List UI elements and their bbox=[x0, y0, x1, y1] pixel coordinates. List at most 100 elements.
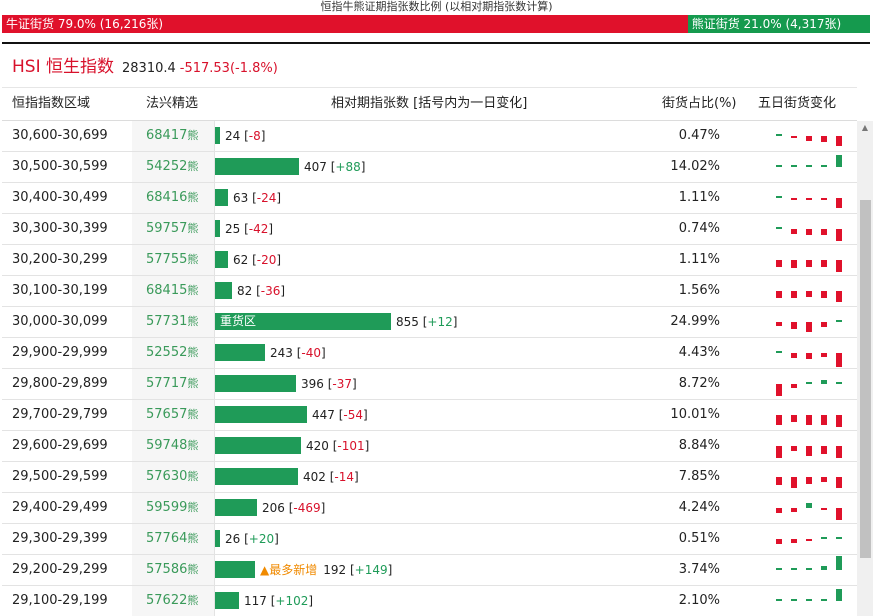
warrant-code-link[interactable]: 57717熊 bbox=[132, 369, 214, 399]
hsi-index-name[interactable]: HSI 恒生指数 bbox=[12, 57, 114, 77]
warrant-code-link[interactable]: 57622熊 bbox=[132, 586, 214, 616]
column-divider bbox=[214, 214, 215, 244]
warrant-code-link[interactable]: 68415熊 bbox=[132, 276, 214, 306]
five-day-bar bbox=[806, 165, 812, 167]
table-row[interactable]: 29,800-29,899 57717熊 396 [-37] 8.72% bbox=[2, 369, 857, 400]
five-day-bar bbox=[806, 539, 812, 541]
five-day-bar bbox=[836, 477, 842, 488]
five-day-bar bbox=[776, 384, 782, 396]
warrant-code[interactable]: 57630 bbox=[146, 469, 188, 484]
warrant-code-link[interactable]: 54252熊 bbox=[132, 152, 214, 182]
five-day-bar bbox=[821, 415, 827, 425]
warrant-code[interactable]: 57764 bbox=[146, 531, 188, 546]
contracts-bar bbox=[215, 344, 265, 361]
warrant-code[interactable]: 57755 bbox=[146, 252, 188, 267]
hsi-index-change: -517.53(-1.8%) bbox=[179, 61, 278, 76]
table-row[interactable]: 30,500-30,599 54252熊 407 [+88] 14.02% bbox=[2, 152, 857, 183]
table-row[interactable]: 30,200-30,299 57755熊 62 [-20] 1.11% bbox=[2, 245, 857, 276]
warrant-code[interactable]: 57622 bbox=[146, 593, 188, 608]
price-range: 30,300-30,399 bbox=[12, 221, 108, 236]
five-day-change-chart bbox=[754, 462, 842, 492]
table-row[interactable]: 30,600-30,699 68417熊 24 [-8] 0.47% bbox=[2, 121, 857, 152]
column-divider bbox=[214, 462, 215, 492]
warrant-code[interactable]: 59757 bbox=[146, 221, 188, 236]
five-day-change-chart bbox=[754, 431, 842, 461]
table-row[interactable]: 29,900-29,999 52552熊 243 [-40] 4.43% bbox=[2, 338, 857, 369]
contracts-bar bbox=[215, 127, 220, 144]
warrant-code-link[interactable]: 68417熊 bbox=[132, 121, 214, 151]
warrant-code[interactable]: 59748 bbox=[146, 438, 188, 453]
warrant-code-link[interactable]: 52552熊 bbox=[132, 338, 214, 368]
warrant-code-link[interactable]: 57586熊 bbox=[132, 555, 214, 585]
warrant-code[interactable]: 57731 bbox=[146, 314, 188, 329]
five-day-bar bbox=[776, 165, 782, 167]
five-day-bar bbox=[791, 260, 797, 268]
table-row[interactable]: 29,100-29,199 57622熊 117 [+102] 2.10% bbox=[2, 586, 857, 616]
table-row[interactable]: 30,000-30,099 57731熊 重货区 855 [+12] 24.99% bbox=[2, 307, 857, 338]
five-day-bar bbox=[776, 568, 782, 570]
five-day-bar bbox=[836, 260, 842, 272]
warrant-code-link[interactable]: 57630熊 bbox=[132, 462, 214, 492]
outstanding-share: 0.51% bbox=[678, 531, 720, 546]
warrant-code-link[interactable]: 59748熊 bbox=[132, 431, 214, 461]
warrant-code-link[interactable]: 57764熊 bbox=[132, 524, 214, 554]
contracts-count: 82 [-36] bbox=[237, 284, 286, 298]
five-day-bar bbox=[791, 198, 797, 200]
warrant-code-link[interactable]: 68416熊 bbox=[132, 183, 214, 213]
bull-ratio-segment: 牛证街货 79.0% (16,216张) bbox=[2, 15, 688, 33]
contracts-count: 855 [+12] bbox=[396, 315, 458, 329]
scrollbar-thumb[interactable] bbox=[860, 200, 871, 558]
outstanding-share: 7.85% bbox=[678, 469, 720, 484]
table-row[interactable]: 29,200-29,299 57586熊 ▲最多新增 192 [+149] 3.74% bbox=[2, 555, 857, 586]
warrant-code[interactable]: 59599 bbox=[146, 500, 188, 515]
warrant-type-suffix: 熊 bbox=[187, 284, 199, 297]
bull-bear-table: 30,600-30,699 68417熊 24 [-8] 0.47% 30,500-30… bbox=[2, 121, 857, 616]
warrant-code[interactable]: 68415 bbox=[146, 283, 188, 298]
contracts-bar bbox=[215, 437, 301, 454]
five-day-bar bbox=[776, 539, 782, 544]
contracts-count: 407 [+88] bbox=[304, 160, 366, 174]
contracts-value: 26 bbox=[225, 532, 241, 546]
five-day-bar bbox=[821, 599, 827, 601]
contracts-daily-change: -20 bbox=[256, 253, 277, 267]
table-row[interactable]: 29,700-29,799 57657熊 447 [-54] 10.01% bbox=[2, 400, 857, 431]
contracts-value: 243 bbox=[270, 346, 293, 360]
warrant-code-link[interactable]: 59599熊 bbox=[132, 493, 214, 523]
five-day-bar bbox=[836, 446, 842, 458]
five-day-bar bbox=[821, 537, 827, 539]
warrant-code[interactable]: 57717 bbox=[146, 376, 188, 391]
warrant-code[interactable]: 57586 bbox=[146, 562, 188, 577]
column-header-warrant: 法兴精选 bbox=[146, 96, 199, 111]
contracts-value: 62 bbox=[233, 253, 249, 267]
table-row[interactable]: 29,500-29,599 57630熊 402 [-14] 7.85% bbox=[2, 462, 857, 493]
warrant-code-link[interactable]: 57731熊 bbox=[132, 307, 214, 337]
contracts-value: 63 bbox=[233, 191, 249, 205]
warrant-code[interactable]: 68417 bbox=[146, 128, 188, 143]
table-row[interactable]: 29,300-29,399 57764熊 26 [+20] 0.51% bbox=[2, 524, 857, 555]
warrant-code[interactable]: 57657 bbox=[146, 407, 188, 422]
warrant-type-suffix: 熊 bbox=[187, 439, 199, 452]
column-divider bbox=[214, 307, 215, 337]
warrant-type-suffix: 熊 bbox=[187, 191, 199, 204]
table-row[interactable]: 29,600-29,699 59748熊 420 [-101] 8.84% bbox=[2, 431, 857, 462]
outstanding-share: 10.01% bbox=[670, 407, 720, 422]
warrant-type-suffix: 熊 bbox=[187, 160, 199, 173]
warrant-code[interactable]: 52552 bbox=[146, 345, 188, 360]
five-day-bar bbox=[791, 415, 797, 422]
contracts-value: 420 bbox=[306, 439, 329, 453]
table-row[interactable]: 30,100-30,199 68415熊 82 [-36] 1.56% bbox=[2, 276, 857, 307]
warrant-code[interactable]: 68416 bbox=[146, 190, 188, 205]
five-day-bar bbox=[821, 446, 827, 454]
warrant-code[interactable]: 54252 bbox=[146, 159, 188, 174]
warrant-code-link[interactable]: 57755熊 bbox=[132, 245, 214, 275]
five-day-bar bbox=[776, 446, 782, 458]
table-row[interactable]: 29,400-29,499 59599熊 206 [-469] 4.24% bbox=[2, 493, 857, 524]
warrant-code-link[interactable]: 57657熊 bbox=[132, 400, 214, 430]
warrant-code-link[interactable]: 59757熊 bbox=[132, 214, 214, 244]
price-range: 30,500-30,599 bbox=[12, 159, 108, 174]
contracts-value: 855 bbox=[396, 315, 419, 329]
table-row[interactable]: 30,400-30,499 68416熊 63 [-24] 1.11% bbox=[2, 183, 857, 214]
outstanding-share: 4.43% bbox=[678, 345, 720, 360]
table-row[interactable]: 30,300-30,399 59757熊 25 [-42] 0.74% bbox=[2, 214, 857, 245]
scroll-up-arrow-icon[interactable]: ▲ bbox=[861, 123, 869, 132]
